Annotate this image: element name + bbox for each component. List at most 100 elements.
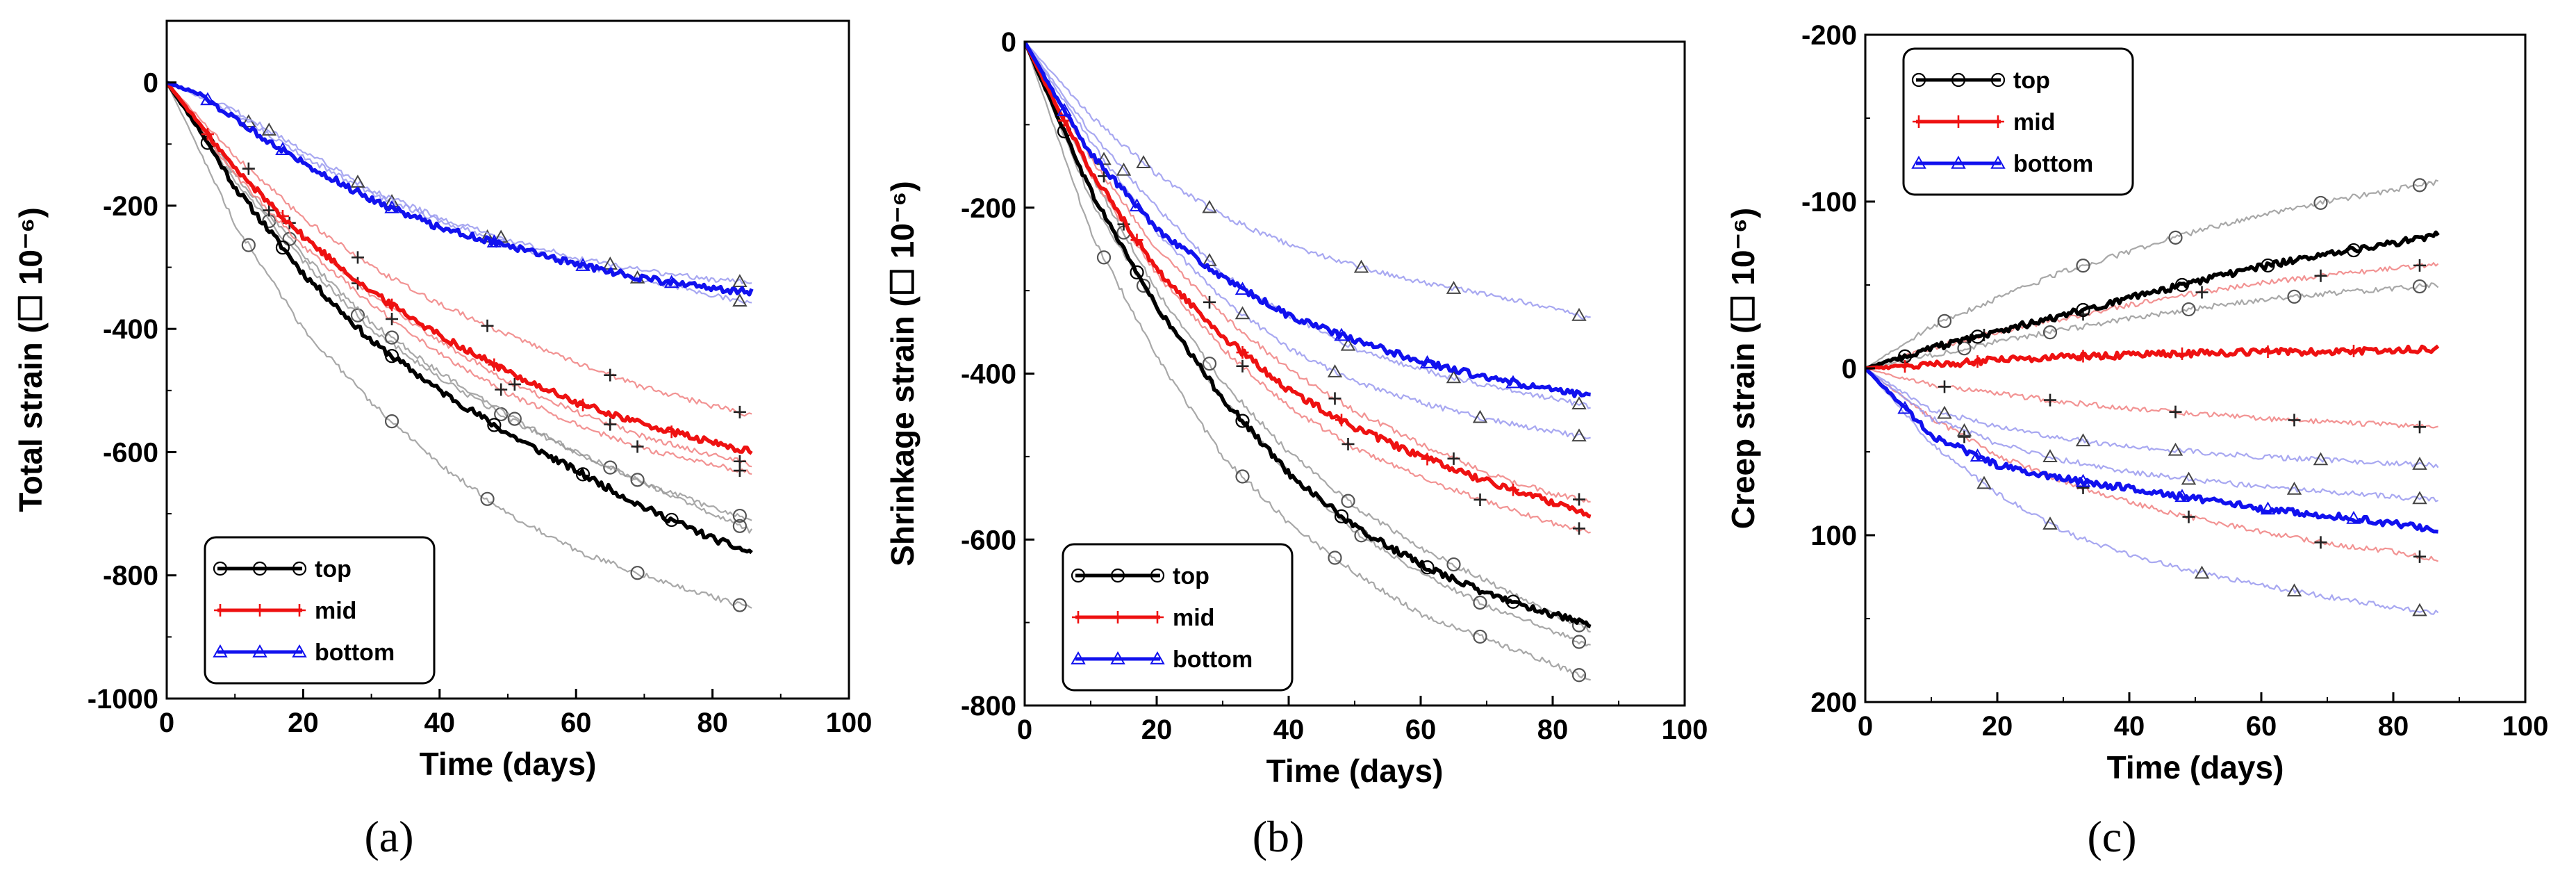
x-tick-label: 40	[2114, 711, 2145, 742]
bottom-point	[2168, 442, 2183, 456]
series-bottom-line	[1025, 42, 1591, 398]
y-tick-label: 0	[1001, 27, 1016, 58]
legend-mid-point	[214, 604, 226, 617]
top-point	[480, 491, 495, 506]
y-tick-label: -600	[103, 437, 158, 468]
bottom-point	[2174, 489, 2190, 503]
bottom-point	[663, 275, 679, 288]
legend-label-mid: mid	[1173, 605, 1214, 631]
series-top-line	[1865, 230, 2440, 370]
mid-point	[2044, 393, 2056, 407]
bottom-point	[2286, 481, 2302, 495]
bottom-point	[2313, 452, 2329, 466]
x-tick-label: 100	[1662, 715, 1708, 745]
mid-point	[2169, 405, 2182, 418]
panel-label: (b)	[1253, 812, 1305, 861]
bottom-point	[1970, 448, 1985, 462]
top-point	[1130, 265, 1144, 279]
y-axis-title: Creep strain (☐ 10⁻⁶)	[1725, 208, 1761, 530]
y-tick-label: -600	[961, 525, 1016, 555]
legend-top-point	[252, 561, 267, 576]
mid-point	[2261, 345, 2274, 358]
top-point	[2076, 302, 2090, 318]
y-tick-label: 0	[1842, 354, 1857, 384]
x-tick-label: 0	[1017, 715, 1032, 745]
top-point	[1571, 635, 1587, 649]
legend-bottom-point	[1071, 651, 1086, 664]
legend-mid-point	[254, 604, 266, 617]
legend-top-point	[213, 561, 228, 576]
legend-bottom-point	[1150, 651, 1165, 664]
bottom-point	[1571, 428, 1587, 442]
mid-point	[1938, 380, 1951, 393]
top-point	[664, 512, 679, 528]
x-tick-label: 60	[1405, 715, 1437, 745]
mid-point	[1130, 234, 1143, 247]
top-point	[1341, 494, 1355, 508]
series-bottom-line	[167, 81, 754, 297]
top-point	[732, 598, 747, 612]
bottom-point	[1419, 354, 1435, 368]
legend-mid-point	[1992, 115, 2004, 128]
y-tick-label: -100	[1801, 187, 1857, 218]
top-point	[2042, 325, 2058, 340]
legend-bottom-point	[1911, 155, 1926, 169]
top-point	[732, 519, 747, 533]
y-axis-title: Shrinkage strain (☐ 10⁻⁶)	[884, 181, 920, 566]
plot-area	[167, 81, 754, 612]
y-tick-label: -800	[103, 561, 158, 592]
top-point	[1473, 595, 1487, 610]
mid-point	[1958, 430, 1971, 443]
legend: top mid bottom	[1062, 543, 1294, 692]
y-tick-label: 0	[143, 68, 158, 99]
bottom-point	[1897, 400, 1913, 414]
x-axis-title: Time (days)	[1266, 753, 1444, 789]
top-point	[1235, 414, 1250, 428]
mid-point	[2413, 550, 2426, 563]
top-point	[487, 418, 502, 432]
bottom-point	[1334, 327, 1349, 341]
top-point	[350, 308, 365, 323]
series-mid-line	[1865, 344, 2440, 370]
top-point	[575, 467, 591, 482]
y-tick-label: -1000	[88, 684, 158, 715]
y-tick-label: -200	[961, 193, 1016, 224]
legend-label-top: top	[2013, 67, 2050, 94]
mid-point	[1236, 359, 1249, 373]
bottom-point	[200, 92, 215, 106]
y-tick-label: -800	[961, 691, 1016, 721]
mid-point	[1335, 414, 1348, 427]
bottom-point	[479, 229, 495, 243]
mid-point	[1236, 346, 1249, 359]
top-point	[2076, 259, 2090, 273]
bottom-point	[1235, 282, 1250, 295]
mid-point	[351, 251, 364, 264]
panel-b: 0 20 40 60 80 100 -800 -600 -400 -200 0 Time (days)…	[884, 27, 1708, 861]
mid-point	[604, 368, 617, 382]
top-point	[241, 238, 256, 252]
bottom-point	[486, 234, 502, 247]
legend-mid-point	[1952, 115, 1965, 128]
y-tick-label: -400	[103, 314, 158, 345]
legend-label-bottom: bottom	[315, 639, 395, 666]
mid-point	[1203, 295, 1216, 309]
mid-point	[2413, 421, 2426, 434]
top-point	[1571, 668, 1587, 683]
legend-mid-point	[293, 604, 306, 617]
bottom-point	[1057, 103, 1072, 116]
top-point	[732, 508, 747, 523]
sensor-bottom-line	[1025, 42, 1591, 439]
top-point	[1420, 560, 1435, 575]
top-point	[384, 330, 399, 345]
top-point	[1136, 278, 1151, 293]
bottom-point	[261, 122, 277, 136]
sensor-bottom-line	[1865, 368, 2439, 503]
x-tick-label: 100	[826, 708, 873, 738]
x-tick-label: 20	[1141, 715, 1173, 745]
sensor-mid-line	[1865, 367, 2438, 430]
sensor-bottom-line	[1865, 368, 2439, 468]
top-point	[1334, 509, 1349, 523]
bottom-point	[2194, 565, 2210, 579]
top-point	[1235, 469, 1250, 484]
x-tick-label: 80	[697, 708, 728, 738]
